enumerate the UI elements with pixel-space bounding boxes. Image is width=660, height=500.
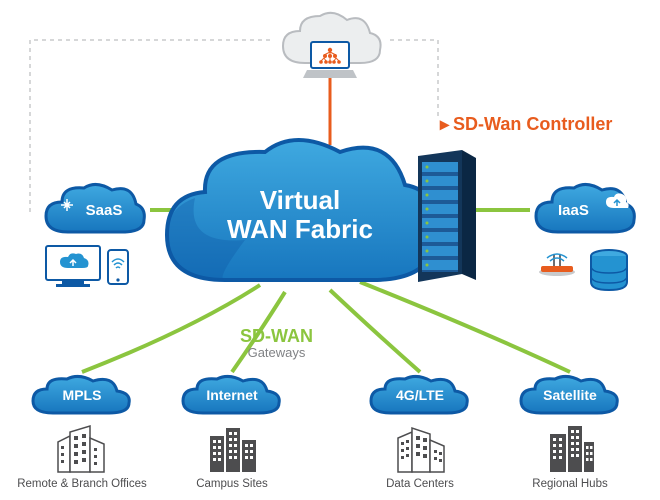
iaas-devices-icon [535, 240, 645, 300]
controller-label-text: SD-Wan Controller [453, 114, 612, 134]
saas-devices-icon [40, 240, 150, 295]
server-rack-icon [400, 150, 478, 295]
building-icon-3 [540, 422, 600, 481]
laptop-icon [303, 40, 357, 85]
gateways-title: SD-WAN [240, 326, 313, 346]
gateways-sub: Gateways [240, 345, 313, 360]
btm-cloud-0: MPLS [27, 371, 137, 419]
btm-cloud-2: 4G/LTE [365, 371, 475, 419]
btm-caption-2: Data Centers [355, 478, 485, 490]
building-icon-2 [390, 422, 450, 481]
link-btm-2 [330, 290, 420, 372]
btm-caption-3: Regional Hubs [505, 478, 635, 490]
building-icon-0 [52, 422, 112, 481]
btm-cloud-3: Satellite [515, 371, 625, 419]
btm-caption-0: Remote & Branch Offices [17, 478, 147, 490]
btm-cloud-1: Internet [177, 371, 287, 419]
gateways-label: SD-WAN Gateways [240, 326, 313, 360]
controller-label: ▸SD-Wan Controller [440, 114, 612, 135]
btm-caption-1: Campus Sites [167, 478, 297, 490]
saas-cloud: SaaS [40, 178, 150, 242]
building-icon-1 [202, 422, 262, 481]
iaas-cloud: IaaS [530, 178, 640, 242]
